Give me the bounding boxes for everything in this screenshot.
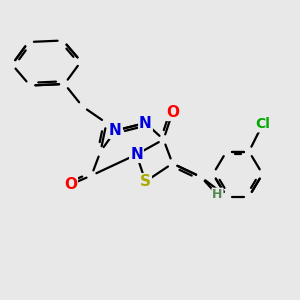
Text: N: N (130, 147, 143, 162)
Text: S: S (140, 174, 151, 189)
Text: Cl: Cl (255, 118, 270, 131)
Text: O: O (64, 177, 77, 192)
Text: N: N (109, 123, 122, 138)
Text: O: O (166, 105, 179, 120)
Text: H: H (212, 188, 223, 202)
Text: N: N (139, 116, 152, 130)
